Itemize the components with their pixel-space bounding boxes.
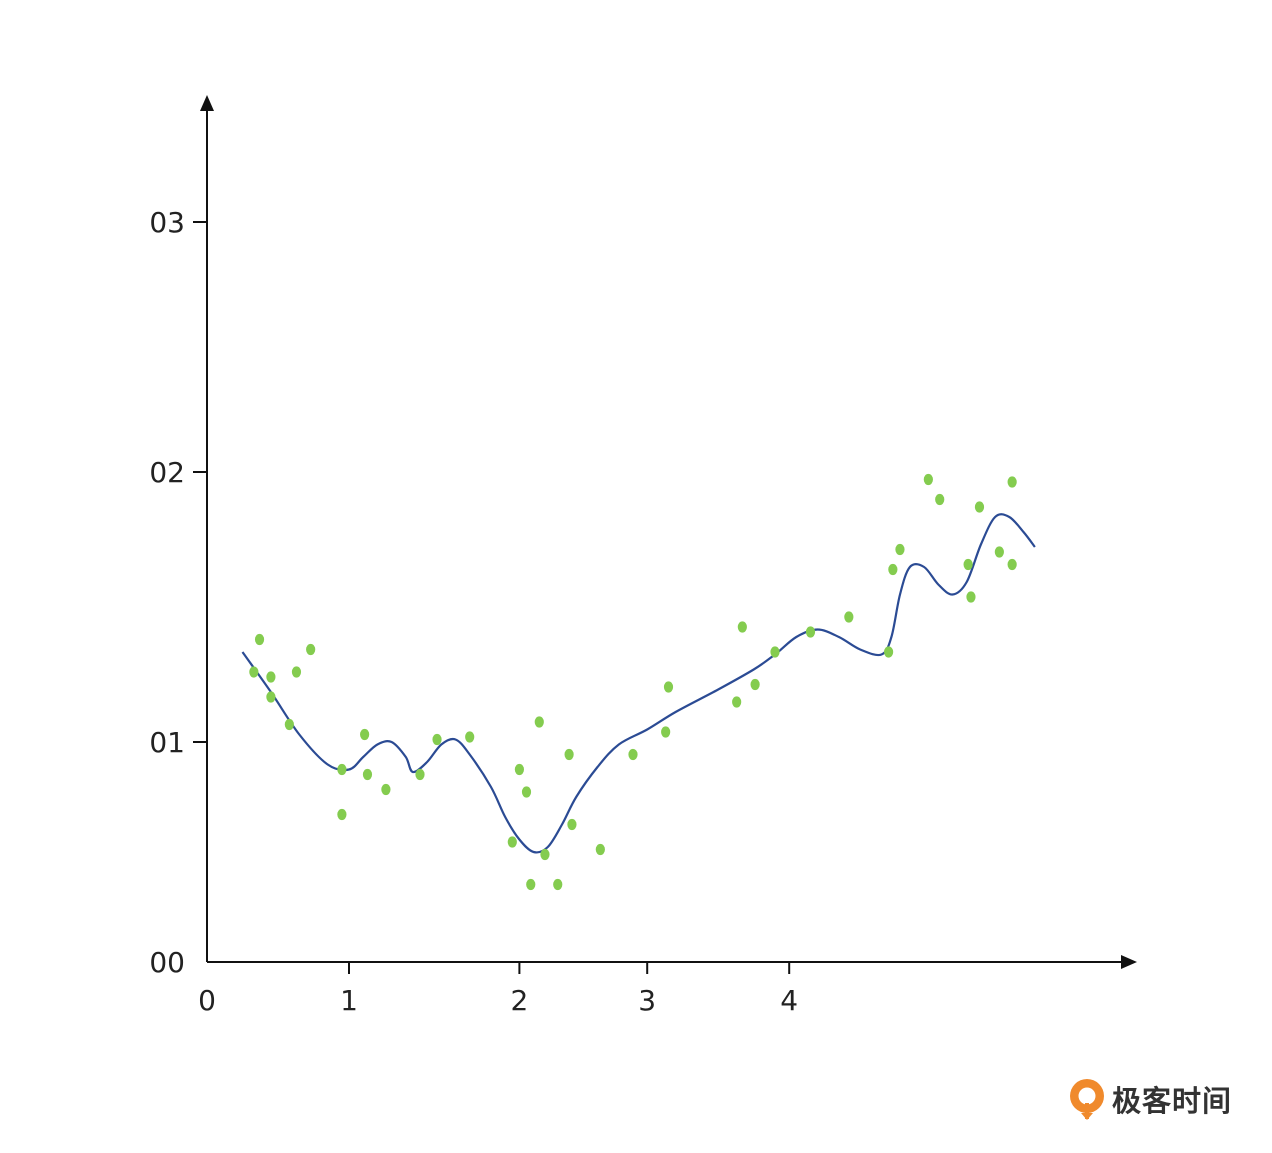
data-point [663, 681, 674, 693]
data-point [306, 643, 316, 656]
x-tick-label: 1 [340, 984, 358, 1017]
fit-curve [241, 513, 1036, 854]
data-point [521, 786, 532, 798]
data-point [254, 633, 265, 646]
data-point [805, 626, 816, 638]
y-axis-arrow [200, 95, 214, 111]
data-point [888, 563, 898, 576]
x-tick-label: 0 [198, 984, 216, 1017]
data-point [540, 848, 550, 861]
data-point [415, 768, 425, 781]
data-point [432, 733, 442, 746]
data-point [994, 546, 1004, 558]
x-tick-label: 4 [780, 984, 798, 1017]
data-point [966, 591, 976, 603]
data-point [884, 646, 894, 658]
data-point [770, 646, 780, 658]
data-point [567, 818, 577, 831]
data-point [337, 763, 347, 776]
brand-logo-icon [1070, 1079, 1104, 1120]
data-point [935, 493, 945, 506]
data-point [595, 843, 605, 856]
data-point [553, 878, 563, 891]
y-tick-label: 01 [149, 726, 185, 759]
data-point [564, 748, 574, 761]
y-tick-label: 00 [149, 946, 185, 979]
data-point [291, 666, 302, 678]
x-axis-arrow [1121, 955, 1137, 969]
data-point [737, 621, 747, 633]
data-point [923, 473, 933, 486]
data-point [844, 611, 854, 623]
data-point [750, 678, 760, 691]
data-point [963, 558, 973, 571]
watermark-text: 极客时间 [1112, 1084, 1233, 1118]
data-point [628, 748, 638, 761]
data-point [514, 763, 525, 776]
data-point [526, 878, 536, 891]
x-tick-label: 2 [510, 984, 528, 1017]
data-point [284, 718, 294, 731]
data-point [1007, 476, 1017, 488]
data-point [507, 836, 517, 848]
data-point [381, 783, 391, 796]
y-tick-label: 03 [149, 206, 185, 239]
data-point [465, 731, 475, 743]
data-point [974, 501, 985, 513]
data-point [534, 716, 544, 728]
watermark: 极客时间 [1068, 1075, 1232, 1123]
data-point [266, 691, 276, 703]
data-point [360, 728, 370, 741]
data-point [266, 671, 276, 683]
x-tick-label: 3 [638, 984, 656, 1017]
data-point [661, 726, 671, 738]
data-point [732, 696, 742, 708]
data-point [362, 768, 373, 781]
data-point [337, 808, 347, 821]
data-point [895, 543, 905, 556]
y-tick-label: 02 [149, 456, 185, 489]
data-point [1007, 558, 1017, 571]
data-point [249, 666, 259, 678]
